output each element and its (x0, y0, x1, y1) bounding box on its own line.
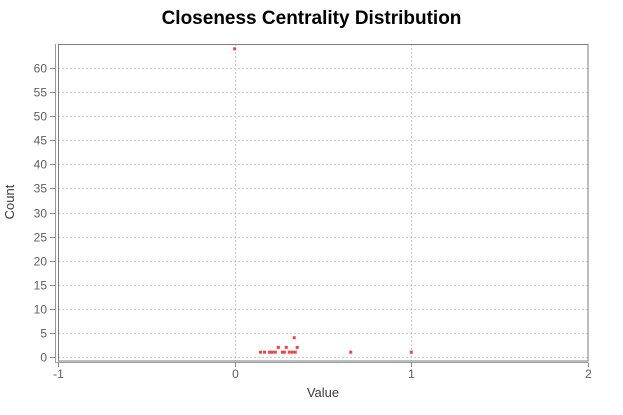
data-point (293, 350, 297, 354)
y-tick-label: 15 (34, 279, 48, 293)
plot-border (58, 44, 589, 362)
data-point (233, 47, 237, 51)
y-tick-label: 40 (34, 158, 48, 172)
y-tick-label: 25 (34, 231, 48, 245)
x-tick-label: 2 (585, 367, 592, 381)
x-tick-label: 0 (232, 367, 239, 381)
gridlines (58, 44, 588, 361)
data-point (349, 350, 353, 354)
chart-title: Closeness Centrality Distribution (161, 8, 462, 29)
data-points (233, 47, 413, 354)
data-point (409, 350, 413, 354)
y-tick-label: 5 (40, 327, 47, 341)
data-point (284, 345, 288, 349)
y-tick-label: 55 (34, 86, 48, 100)
data-point (276, 345, 280, 349)
y-axis-title: Count (2, 184, 17, 219)
axis-ticks: 0 5 10 15 20 25 30 35 40 45 50 55 60 -1 0 1 2 (34, 62, 593, 382)
data-point (295, 345, 299, 349)
data-point (280, 350, 284, 354)
y-tick-label: 60 (34, 62, 48, 76)
y-tick-label: 30 (34, 207, 48, 221)
y-tick-label: 50 (34, 110, 48, 124)
data-point (273, 350, 277, 354)
data-point (287, 350, 291, 354)
x-axis-title: Value (307, 385, 339, 400)
data-point (290, 350, 294, 354)
data-point (292, 336, 296, 340)
y-tick-label: 0 (40, 351, 47, 365)
plot-frame (55, 44, 589, 363)
data-point (258, 350, 262, 354)
x-tick-label: 1 (408, 367, 415, 381)
y-tick-label: 20 (34, 255, 48, 269)
data-point (270, 350, 274, 354)
y-tick-label: 35 (34, 182, 48, 196)
x-tick-label: -1 (53, 367, 64, 381)
y-tick-label: 10 (34, 303, 48, 317)
data-point (263, 350, 267, 354)
data-point (282, 350, 286, 354)
y-tick-label: 45 (34, 134, 48, 148)
data-point (267, 350, 271, 354)
